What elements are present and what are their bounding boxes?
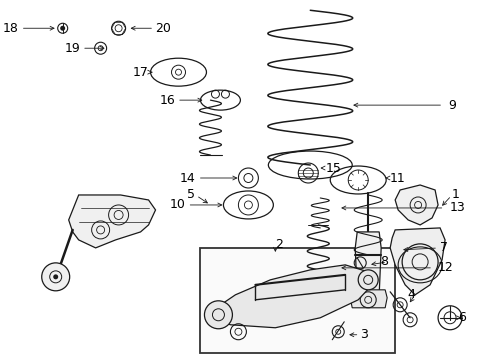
Bar — [200, 248, 394, 353]
Circle shape — [204, 301, 232, 329]
Circle shape — [358, 270, 377, 290]
Text: 12: 12 — [437, 261, 453, 274]
Text: 17: 17 — [132, 66, 148, 79]
Text: 1: 1 — [451, 189, 459, 202]
Text: 11: 11 — [389, 171, 405, 185]
Text: 7: 7 — [439, 242, 447, 255]
Text: 19: 19 — [65, 42, 81, 55]
Polygon shape — [349, 290, 386, 308]
Text: 14: 14 — [180, 171, 195, 185]
Text: 3: 3 — [360, 328, 367, 341]
Text: 5: 5 — [187, 189, 195, 202]
Text: 9: 9 — [447, 99, 455, 112]
Polygon shape — [389, 228, 444, 295]
Circle shape — [41, 263, 69, 291]
Text: 10: 10 — [169, 198, 185, 211]
Text: 13: 13 — [449, 202, 465, 215]
Text: 8: 8 — [379, 255, 387, 268]
Circle shape — [53, 274, 58, 279]
Polygon shape — [354, 232, 380, 295]
Text: 6: 6 — [457, 311, 465, 324]
Circle shape — [60, 26, 65, 31]
Polygon shape — [68, 195, 155, 248]
Circle shape — [401, 244, 437, 280]
Text: 15: 15 — [325, 162, 341, 175]
Text: 4: 4 — [407, 288, 414, 301]
Polygon shape — [394, 185, 437, 225]
Text: 18: 18 — [3, 22, 19, 35]
Text: 16: 16 — [160, 94, 175, 107]
Polygon shape — [210, 265, 371, 328]
Text: 20: 20 — [155, 22, 171, 35]
Text: 2: 2 — [275, 238, 283, 251]
